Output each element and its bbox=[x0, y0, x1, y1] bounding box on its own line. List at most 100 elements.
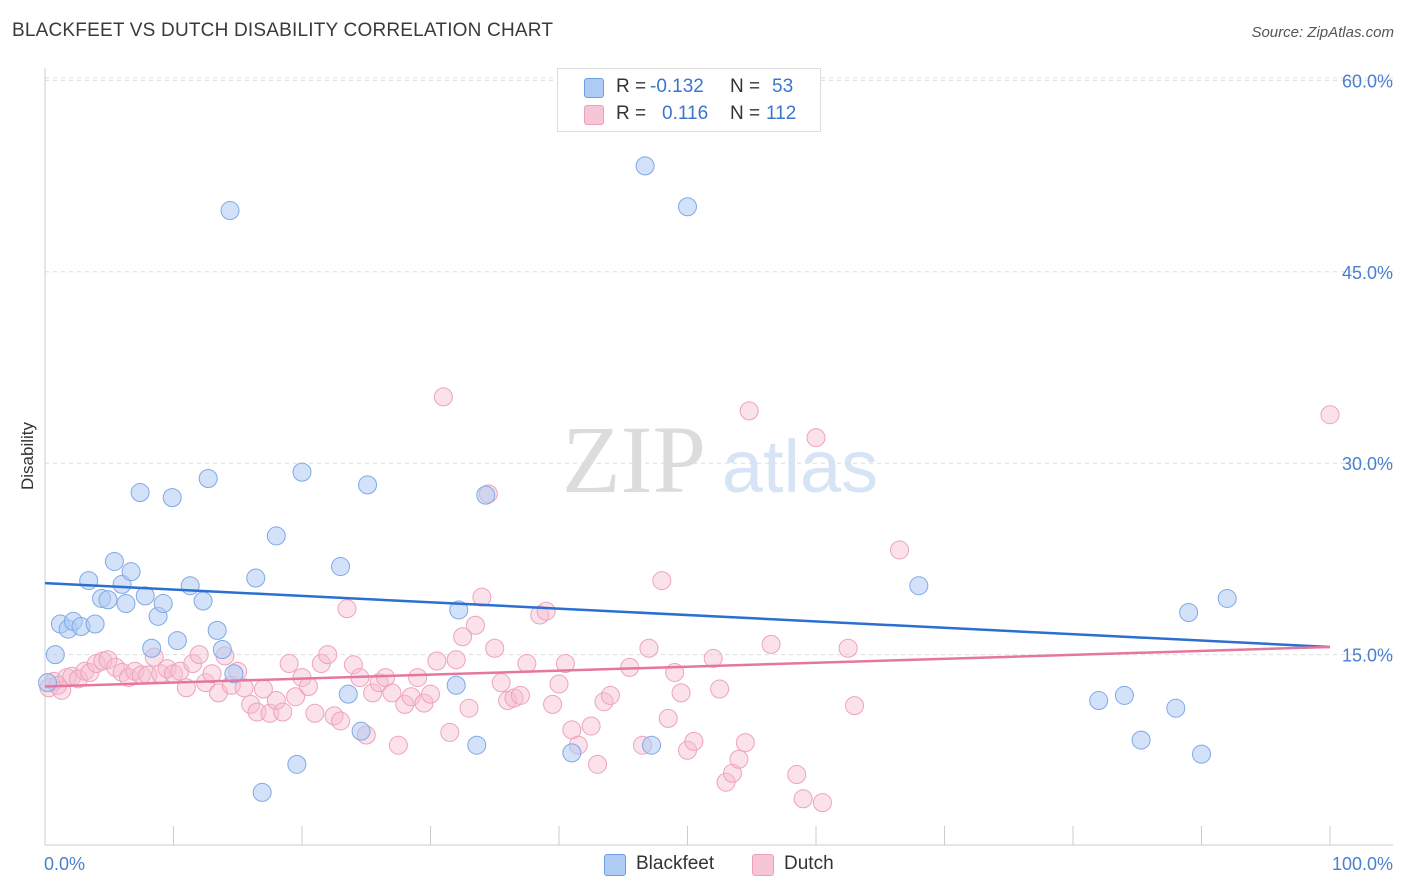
blackfeet-point[interactable] bbox=[162, 488, 182, 508]
dutch-point[interactable] bbox=[440, 722, 460, 742]
blackfeet-point[interactable] bbox=[642, 735, 662, 755]
blackfeet-point[interactable] bbox=[1179, 602, 1199, 622]
dutch-point[interactable] bbox=[517, 654, 537, 674]
blackfeet-point[interactable] bbox=[1114, 685, 1134, 705]
dutch-point[interactable] bbox=[543, 694, 563, 714]
dutch-point[interactable] bbox=[536, 601, 556, 621]
dutch-point[interactable] bbox=[234, 678, 254, 698]
dutch-point[interactable] bbox=[684, 731, 704, 751]
blackfeet-point[interactable] bbox=[252, 782, 272, 802]
dutch-point[interactable] bbox=[812, 793, 832, 813]
dutch-point[interactable] bbox=[279, 654, 299, 674]
blackfeet-point[interactable] bbox=[331, 557, 351, 577]
blackfeet-point[interactable] bbox=[198, 469, 218, 489]
dutch-point[interactable] bbox=[671, 683, 691, 703]
dutch-point[interactable] bbox=[446, 650, 466, 670]
blackfeet-point[interactable] bbox=[79, 571, 99, 591]
dutch-point[interactable] bbox=[510, 685, 530, 705]
dutch-point[interactable] bbox=[787, 765, 807, 785]
dutch-point[interactable] bbox=[189, 645, 209, 665]
dutch-point[interactable] bbox=[658, 708, 678, 728]
dutch-point[interactable] bbox=[324, 706, 344, 726]
dutch-point[interactable] bbox=[1320, 405, 1340, 425]
dutch-point[interactable] bbox=[581, 716, 601, 736]
dutch-point[interactable] bbox=[722, 763, 742, 783]
dutch-point[interactable] bbox=[838, 638, 858, 658]
blackfeet-point[interactable] bbox=[446, 675, 466, 695]
blackfeet-point[interactable] bbox=[167, 631, 187, 651]
blackfeet-point[interactable] bbox=[467, 735, 487, 755]
dutch-point[interactable] bbox=[710, 679, 730, 699]
blackfeet-point[interactable] bbox=[193, 591, 213, 611]
blackfeet-point[interactable] bbox=[562, 743, 582, 763]
dutch-point[interactable] bbox=[241, 694, 261, 714]
dutch-point[interactable] bbox=[729, 749, 749, 769]
blackfeet-point[interactable] bbox=[116, 594, 136, 614]
dutch-point[interactable] bbox=[286, 687, 306, 707]
dutch-point[interactable] bbox=[202, 664, 222, 684]
blackfeet-point[interactable] bbox=[1089, 691, 1109, 711]
blackfeet-point[interactable] bbox=[121, 562, 141, 582]
blackfeet-point[interactable] bbox=[351, 721, 371, 741]
blackfeet-point[interactable] bbox=[635, 156, 655, 176]
blackfeet-point[interactable] bbox=[909, 576, 929, 596]
dutch-point[interactable] bbox=[491, 673, 511, 693]
blackfeet-point[interactable] bbox=[85, 614, 105, 634]
dutch-point[interactable] bbox=[890, 540, 910, 560]
dutch-point[interactable] bbox=[68, 669, 88, 689]
dutch-point[interactable] bbox=[337, 599, 357, 619]
dutch-point[interactable] bbox=[298, 677, 318, 696]
dutch-point[interactable] bbox=[408, 668, 428, 688]
blackfeet-point[interactable] bbox=[678, 197, 697, 217]
dutch-point[interactable] bbox=[485, 638, 505, 658]
blackfeet-point[interactable] bbox=[207, 620, 227, 640]
dutch-point[interactable] bbox=[652, 571, 672, 591]
blackfeet-point[interactable] bbox=[1192, 744, 1211, 764]
blackfeet-point[interactable] bbox=[45, 645, 65, 665]
dutch-point[interactable] bbox=[343, 655, 363, 675]
blackfeet-point[interactable] bbox=[153, 594, 173, 614]
dutch-point[interactable] bbox=[703, 648, 723, 668]
dutch-point[interactable] bbox=[106, 657, 126, 677]
blackfeet-point[interactable] bbox=[224, 664, 244, 684]
dutch-point[interactable] bbox=[266, 691, 286, 711]
blackfeet-point[interactable] bbox=[246, 568, 266, 588]
dutch-point[interactable] bbox=[363, 683, 383, 703]
blackfeet-point[interactable] bbox=[180, 576, 200, 596]
blackfeet-point[interactable] bbox=[212, 639, 232, 659]
blackfeet-point[interactable] bbox=[476, 485, 496, 505]
dutch-point[interactable] bbox=[735, 733, 755, 753]
blackfeet-point[interactable] bbox=[142, 638, 162, 658]
blackfeet-point[interactable] bbox=[449, 600, 469, 620]
dutch-point[interactable] bbox=[555, 654, 575, 674]
dutch-point[interactable] bbox=[453, 627, 473, 647]
dutch-point[interactable] bbox=[806, 428, 826, 448]
blackfeet-point[interactable] bbox=[1166, 698, 1186, 718]
dutch-point[interactable] bbox=[421, 684, 440, 704]
dutch-point[interactable] bbox=[318, 645, 338, 665]
blackfeet-point[interactable] bbox=[104, 551, 124, 571]
blackfeet-point[interactable] bbox=[130, 483, 150, 503]
dutch-point[interactable] bbox=[305, 703, 325, 723]
dutch-point[interactable] bbox=[459, 698, 479, 718]
blackfeet-point[interactable] bbox=[287, 754, 307, 774]
dutch-point[interactable] bbox=[382, 683, 402, 703]
dutch-point[interactable] bbox=[331, 711, 351, 731]
dutch-point[interactable] bbox=[465, 615, 485, 635]
dutch-point[interactable] bbox=[549, 674, 569, 694]
dutch-point[interactable] bbox=[761, 634, 781, 654]
dutch-point[interactable] bbox=[427, 651, 447, 671]
blackfeet-point[interactable] bbox=[1217, 588, 1237, 608]
dutch-point[interactable] bbox=[588, 754, 608, 774]
dutch-point[interactable] bbox=[273, 702, 293, 722]
dutch-point[interactable] bbox=[793, 789, 813, 809]
dutch-point[interactable] bbox=[98, 650, 118, 670]
blackfeet-point[interactable] bbox=[1131, 730, 1151, 750]
blackfeet-point[interactable] bbox=[266, 526, 286, 546]
blackfeet-point[interactable] bbox=[358, 475, 378, 495]
dutch-point[interactable] bbox=[845, 696, 865, 716]
dutch-point[interactable] bbox=[639, 638, 659, 658]
dutch-point[interactable] bbox=[739, 401, 759, 421]
blackfeet-point[interactable] bbox=[220, 201, 240, 221]
dutch-point[interactable] bbox=[600, 685, 620, 705]
